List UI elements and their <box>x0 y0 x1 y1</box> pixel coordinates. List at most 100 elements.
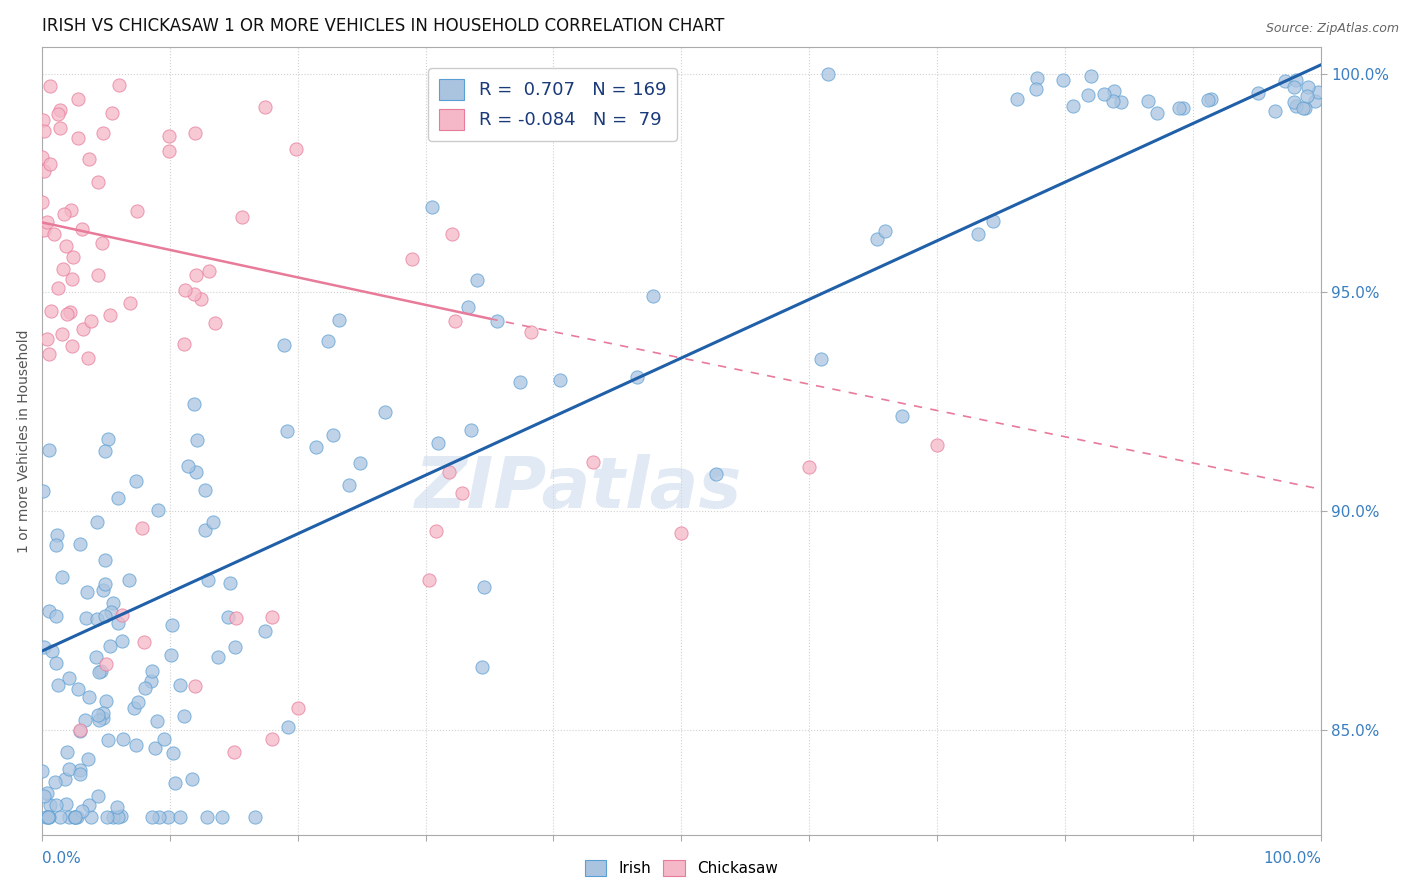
Point <box>222 745 245 759</box>
Point <box>1005 92 1028 106</box>
Point <box>39 304 62 318</box>
Point <box>180 772 202 787</box>
Point <box>37 810 59 824</box>
Point <box>93 126 115 140</box>
Point <box>231 210 253 224</box>
Point <box>110 634 132 648</box>
Text: ZIPatlas: ZIPatlas <box>415 454 742 523</box>
Point <box>202 516 225 530</box>
Point <box>1285 72 1308 87</box>
Point <box>322 428 344 442</box>
Point <box>56 745 79 759</box>
Point <box>38 79 60 94</box>
Point <box>32 223 55 237</box>
Point <box>225 611 247 625</box>
Point <box>1303 94 1326 108</box>
Point <box>1294 101 1316 115</box>
Point <box>101 810 124 824</box>
Point <box>84 650 107 665</box>
Point <box>224 640 246 655</box>
Point <box>39 156 62 170</box>
Point <box>1168 101 1191 115</box>
Point <box>1298 79 1320 94</box>
Point <box>86 708 108 723</box>
Point <box>105 800 128 814</box>
Point <box>197 264 219 278</box>
Point <box>260 610 283 624</box>
Point <box>41 643 63 657</box>
Point <box>420 200 443 214</box>
Point <box>94 576 117 591</box>
Point <box>120 295 142 310</box>
Point <box>1092 87 1115 102</box>
Point <box>60 339 83 353</box>
Point <box>134 681 156 696</box>
Point <box>1264 104 1286 119</box>
Point <box>253 100 276 114</box>
Point <box>35 215 58 229</box>
Point <box>37 810 59 824</box>
Point <box>94 657 117 672</box>
Point <box>1295 89 1317 103</box>
Point <box>1282 95 1305 110</box>
Point <box>162 747 184 761</box>
Point <box>1111 95 1133 109</box>
Point <box>93 582 115 597</box>
Point <box>93 711 115 725</box>
Point <box>190 292 212 306</box>
Point <box>60 271 83 285</box>
Point <box>520 326 543 340</box>
Point <box>86 515 108 529</box>
Point <box>35 332 58 346</box>
Point <box>799 460 821 475</box>
Point <box>94 444 117 458</box>
Point <box>186 434 208 448</box>
Point <box>32 124 55 138</box>
Point <box>260 731 283 746</box>
Point <box>80 313 103 327</box>
Point <box>173 708 195 723</box>
Point <box>141 810 163 824</box>
Point <box>58 762 80 776</box>
Point <box>1146 106 1168 120</box>
Point <box>1077 87 1099 102</box>
Point <box>127 695 149 709</box>
Point <box>38 604 60 618</box>
Point <box>276 424 298 438</box>
Point <box>1102 94 1125 108</box>
Point <box>316 334 339 349</box>
Point <box>55 797 77 811</box>
Point <box>146 503 169 517</box>
Point <box>67 681 90 696</box>
Point <box>45 609 67 624</box>
Point <box>77 752 100 766</box>
Point <box>1102 84 1125 98</box>
Y-axis label: 1 or more Vehicles in Household: 1 or more Vehicles in Household <box>17 329 31 553</box>
Point <box>69 537 91 551</box>
Point <box>1080 70 1102 84</box>
Point <box>418 573 440 587</box>
Point <box>349 456 371 470</box>
Point <box>34 640 56 654</box>
Point <box>46 281 69 295</box>
Point <box>96 810 118 824</box>
Point <box>31 764 53 778</box>
Point <box>34 789 56 803</box>
Point <box>91 706 114 721</box>
Point <box>472 581 495 595</box>
Point <box>76 351 98 365</box>
Point <box>77 797 100 812</box>
Point <box>451 486 474 500</box>
Point <box>132 635 155 649</box>
Point <box>1025 82 1047 96</box>
Point <box>86 175 108 189</box>
Point <box>53 772 76 787</box>
Point <box>100 605 122 619</box>
Point <box>31 150 53 164</box>
Point <box>46 678 69 692</box>
Point <box>165 775 187 789</box>
Point <box>107 810 129 824</box>
Point <box>58 810 80 824</box>
Point <box>1136 95 1159 109</box>
Point <box>131 521 153 535</box>
